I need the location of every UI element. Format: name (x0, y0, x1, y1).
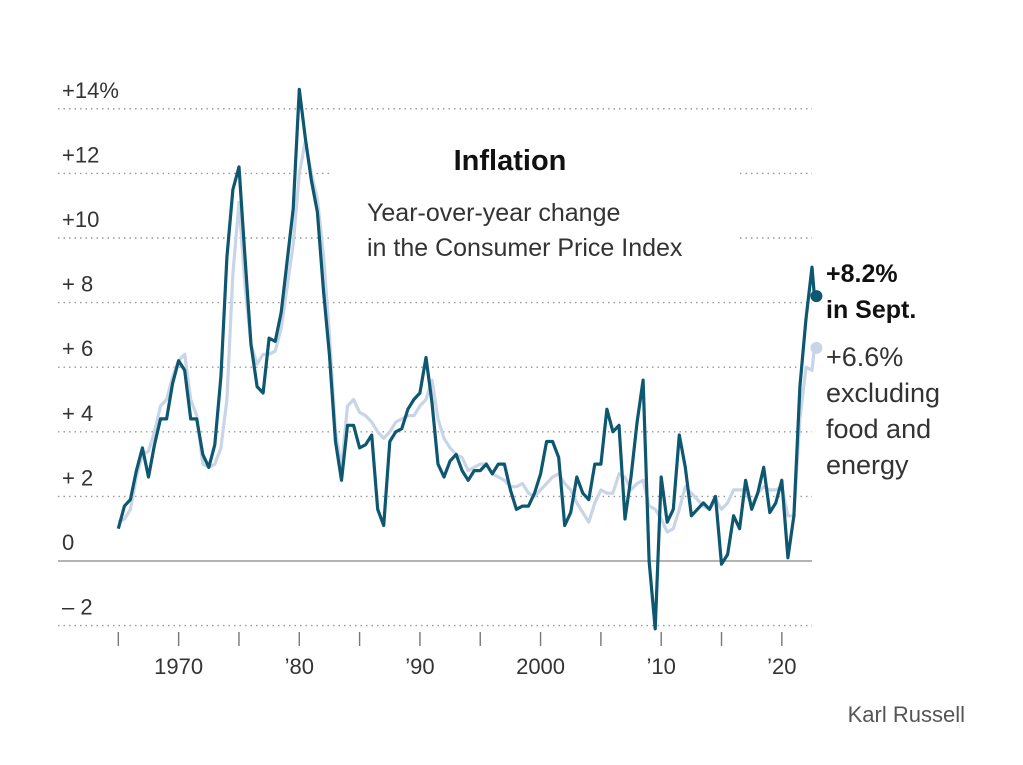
credit: Karl Russell (848, 702, 965, 727)
annotation: +6.6% (826, 342, 903, 372)
chart-title: Inflation (454, 145, 567, 177)
annotation: energy (826, 450, 909, 480)
end-dot (810, 341, 823, 354)
end-dot (810, 290, 823, 303)
plot: +8.2% in Sept. +6.6% excluding food and energ… (116, 87, 940, 631)
y-tick-label: + 2 (62, 465, 93, 490)
y-tick-label: + 8 (62, 272, 93, 297)
subtitle: in the Consumer Price Index (367, 234, 683, 262)
annotation: food and (826, 414, 931, 444)
x-tick-label: ’90 (405, 654, 434, 679)
annotation: +8.2% (826, 260, 898, 288)
x-tick-label: 2000 (516, 654, 565, 679)
y-tick-label: – 2 (62, 595, 93, 620)
series-line (116, 87, 816, 631)
x-tick-label: ’10 (647, 654, 676, 679)
y-tick-label: + 4 (62, 401, 93, 426)
title-backdrop (330, 128, 740, 264)
x-tick-label: 1970 (154, 654, 203, 679)
grid: – 2 0 + 2 + 4 + 6 + 8 +10 +12 +14% 1970 ’80 ’90 2000… (58, 78, 812, 679)
y-tick-label: + 6 (62, 336, 93, 361)
annotation: excluding (826, 378, 940, 408)
y-tick-label: +14% (62, 78, 119, 103)
y-tick-label: 0 (62, 530, 74, 555)
subtitle: Year-over-year change (367, 199, 620, 227)
y-tick-label: +10 (62, 207, 99, 232)
x-tick-label: ’20 (767, 654, 796, 679)
x-tick-label: ’80 (285, 654, 314, 679)
y-tick-label: +12 (62, 142, 99, 167)
annotation: in Sept. (826, 296, 916, 324)
